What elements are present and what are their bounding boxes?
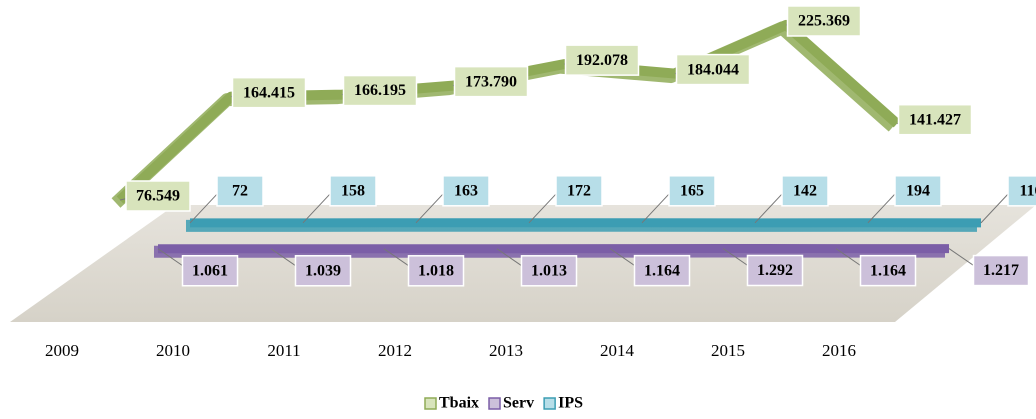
value-label: 164.415	[243, 84, 295, 101]
value-label: 173.790	[465, 73, 517, 90]
leader-line	[189, 190, 221, 224]
value-label-box	[668, 175, 716, 207]
value-label-box	[564, 44, 640, 76]
leader-line	[867, 190, 899, 224]
value-label: 192.078	[576, 52, 628, 69]
value-label: 1.164	[870, 262, 906, 279]
value-label-box	[555, 175, 603, 207]
value-label-box	[786, 5, 862, 37]
legend-swatch	[424, 397, 437, 410]
value-label: 1.061	[192, 262, 228, 279]
value-label: 172	[567, 182, 591, 199]
x-tick-label: 2009	[45, 341, 79, 360]
x-tick-label: 2012	[378, 341, 412, 360]
legend-swatch	[543, 397, 556, 410]
value-label: 1.039	[305, 262, 341, 279]
value-label: 225.369	[798, 13, 850, 30]
value-label-box	[859, 254, 917, 287]
x-tick-label: 2011	[267, 341, 300, 360]
value-label-box	[231, 76, 307, 109]
value-label-box	[972, 254, 1030, 287]
value-label-box	[453, 65, 529, 98]
value-label-box	[329, 175, 377, 207]
value-label-box	[897, 103, 973, 136]
value-label-box	[781, 175, 829, 207]
value-label-box	[294, 255, 352, 287]
leader-line	[980, 190, 1012, 224]
value-label-box	[216, 175, 264, 207]
value-label: 1.164	[644, 262, 680, 279]
value-label: 76.549	[136, 188, 180, 205]
value-label: 166.195	[354, 82, 406, 99]
value-label-box	[520, 255, 578, 287]
x-tick-label: 2010	[156, 341, 190, 360]
value-label: 184.044	[687, 61, 739, 78]
leader-line	[754, 190, 786, 224]
value-label: 142	[793, 183, 817, 200]
value-label-box	[1007, 175, 1036, 207]
value-label: 165	[680, 182, 704, 199]
leader-line	[415, 190, 447, 224]
x-tick-label: 2016	[822, 341, 856, 360]
value-label-box	[407, 255, 465, 287]
legend-label: Tbaix	[439, 395, 479, 412]
value-label: 158	[341, 182, 365, 199]
value-label: 1.013	[531, 262, 567, 279]
x-tick-label: 2015	[711, 341, 745, 360]
legend-label: Serv	[503, 395, 534, 412]
value-label-box	[675, 53, 751, 86]
value-label-box	[181, 255, 239, 287]
leader-line	[641, 190, 673, 224]
value-label: 1.217	[983, 262, 1019, 279]
value-label: 141.427	[909, 111, 961, 128]
value-label-box	[342, 74, 418, 107]
x-tick-label: 2013	[489, 341, 523, 360]
value-label-box	[746, 254, 804, 287]
value-label-box	[894, 175, 942, 207]
leader-line	[528, 190, 560, 224]
series-line	[116, 19, 901, 204]
value-label: 1.018	[418, 262, 454, 279]
legend-label: IPS	[558, 395, 583, 412]
value-label-box	[125, 180, 191, 212]
leader-line	[302, 190, 334, 224]
x-tick-label: 2014	[600, 341, 635, 360]
value-label: 72	[232, 183, 248, 200]
legend-swatch	[488, 397, 501, 410]
value-label: 116	[1019, 183, 1036, 200]
value-label: 163	[454, 182, 478, 199]
value-label: 194	[906, 182, 930, 199]
value-label-box	[633, 254, 691, 287]
value-label: 1.292	[757, 262, 793, 279]
value-label-box	[442, 175, 490, 207]
